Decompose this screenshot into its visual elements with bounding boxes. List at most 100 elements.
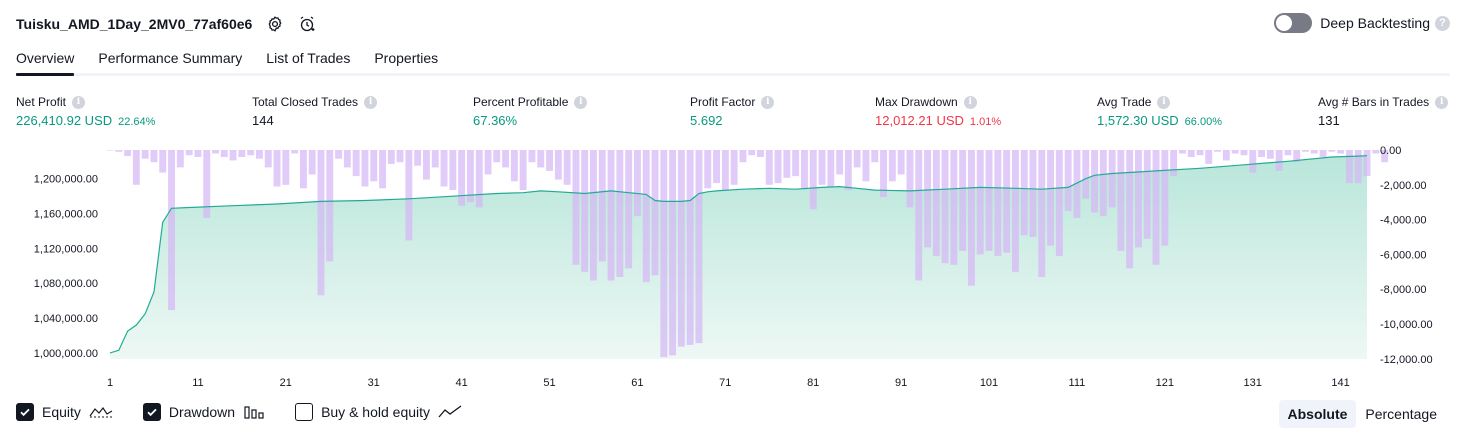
drawdown-bar	[1038, 150, 1046, 277]
drawdown-bar	[1231, 150, 1239, 154]
drawdown-bar	[467, 150, 474, 203]
tab-performance-summary[interactable]: Performance Summary	[98, 50, 243, 66]
gear-icon[interactable]	[266, 15, 284, 33]
chart-canvas: 1,200,000.00 1,160,000.00 1,120,000.00 1,08…	[34, 145, 1433, 389]
metric-value: 226,410.92 USD	[16, 113, 113, 128]
drawdown-bar	[212, 150, 219, 154]
info-icon[interactable]: i	[963, 95, 977, 109]
drawdown-bar	[1346, 150, 1353, 184]
metric-avg-trade: Avg Trade i 1,572.30 USD 66.00%	[1097, 94, 1222, 128]
metric-profit-factor: Profit Factor i 5.692	[690, 94, 775, 128]
drawdown-bar	[291, 150, 299, 154]
legend-drawdown[interactable]: Drawdown	[142, 403, 265, 421]
drawdown-bar	[1187, 150, 1195, 157]
tab-overview[interactable]: Overview	[16, 46, 75, 76]
drawdown-bar	[941, 150, 949, 264]
drawdown-bar	[563, 150, 571, 185]
drawdown-bar	[229, 150, 237, 161]
drawdown-bar	[256, 150, 263, 159]
legend-equity[interactable]: Equity	[16, 403, 113, 421]
y-left-tick-label: 1,160,000.00	[34, 209, 98, 221]
metric-percent: 66.00%	[1184, 116, 1222, 128]
drawdown-bar	[379, 150, 386, 189]
info-icon[interactable]: i	[574, 95, 588, 109]
drawdown-bar	[502, 150, 509, 168]
tab-bar: Overview Performance Summary List of Tra…	[16, 46, 462, 76]
deep-backtesting-toggle[interactable]	[1274, 13, 1313, 33]
buy-hold-line-icon	[438, 404, 462, 420]
drawdown-bar	[546, 150, 553, 171]
y-left-tick-label: 1,080,000.00	[34, 278, 98, 290]
x-tick-label: 1	[107, 377, 113, 389]
tab-properties[interactable]: Properties	[374, 50, 439, 66]
drawdown-bar	[308, 150, 316, 175]
metric-value: 1,572.30 USD	[1097, 113, 1179, 128]
help-icon[interactable]: ?	[1435, 15, 1450, 31]
drawdown-bar	[554, 150, 562, 180]
tab-list-of-trades[interactable]: List of Trades	[266, 50, 351, 66]
checkbox-unchecked-icon[interactable]	[295, 403, 314, 421]
drawdown-bar	[1055, 150, 1063, 257]
absolute-button[interactable]: Absolute	[1278, 400, 1357, 428]
info-icon[interactable]: i	[72, 95, 86, 109]
checkbox-checked-icon[interactable]	[142, 403, 161, 421]
drawdown-bar	[704, 150, 712, 189]
drawdown-bar	[396, 150, 404, 163]
info-icon[interactable]: i	[364, 95, 378, 109]
drawdown-bar	[343, 150, 351, 168]
drawdown-bar	[677, 150, 685, 347]
drawdown-bar	[590, 150, 597, 281]
drawdown-bar	[853, 150, 861, 168]
strategy-title: Tuisku_AMD_1Day_2MV0_77af60e6	[16, 16, 253, 32]
x-tick-label: 101	[980, 377, 998, 389]
metric-net-profit: Net Profit i 226,410.92 USD 22.64%	[16, 94, 155, 128]
drawdown-bar	[124, 150, 132, 157]
x-tick-label: 11	[192, 377, 203, 389]
x-tick-label: 91	[895, 377, 907, 389]
metric-label: Net Profit	[16, 95, 67, 109]
drawdown-bar	[607, 150, 615, 281]
drawdown-bar	[1099, 150, 1107, 217]
drawdown-bar	[1196, 150, 1204, 156]
x-tick-label: 111	[1069, 377, 1086, 389]
info-icon[interactable]: i	[1157, 95, 1171, 109]
drawdown-bar	[651, 150, 659, 276]
drawdown-bars-icon	[243, 404, 265, 420]
drawdown-bar	[1293, 150, 1301, 163]
drawdown-bar	[818, 150, 826, 185]
drawdown-bar	[115, 150, 123, 152]
drawdown-bar	[1275, 150, 1283, 171]
drawdown-bar	[1179, 150, 1186, 154]
info-icon[interactable]: i	[1435, 95, 1449, 109]
drawdown-bar	[792, 150, 800, 177]
drawdown-bar	[669, 150, 676, 356]
equity-chart[interactable]: 1,200,000.00 1,160,000.00 1,120,000.00 1,08…	[0, 140, 1466, 390]
drawdown-bar	[1082, 150, 1090, 199]
drawdown-bar	[924, 150, 931, 248]
y-right-tick-label: -6,000.00	[1380, 249, 1426, 261]
alarm-clock-add-icon[interactable]	[298, 15, 316, 33]
drawdown-bar	[1170, 150, 1178, 177]
drawdown-bar	[282, 150, 290, 185]
drawdown-bar	[141, 150, 149, 159]
drawdown-bar	[423, 150, 430, 180]
drawdown-bar	[1126, 150, 1134, 269]
drawdown-bar	[247, 150, 255, 156]
x-tick-label: 21	[280, 377, 292, 389]
drawdown-bar	[581, 150, 589, 272]
info-icon[interactable]: i	[761, 95, 775, 109]
drawdown-bar	[915, 150, 923, 281]
drawdown-bar	[836, 150, 844, 175]
equity-line	[109, 155, 1368, 354]
percentage-button[interactable]: Percentage	[1365, 406, 1437, 422]
checkbox-checked-icon[interactable]	[16, 403, 34, 421]
legend-buy-hold[interactable]: Buy & hold equity	[295, 403, 462, 421]
drawdown-bar	[660, 150, 668, 358]
x-tick-label: 61	[631, 377, 643, 389]
x-tick-label: 31	[368, 377, 380, 389]
drawdown-bar	[1108, 150, 1116, 208]
drawdown-bar	[1310, 150, 1318, 154]
drawdown-bar	[168, 150, 175, 311]
view-mode-switch: Absolute Percentage	[1278, 400, 1447, 428]
drawdown-bar	[1258, 150, 1265, 157]
